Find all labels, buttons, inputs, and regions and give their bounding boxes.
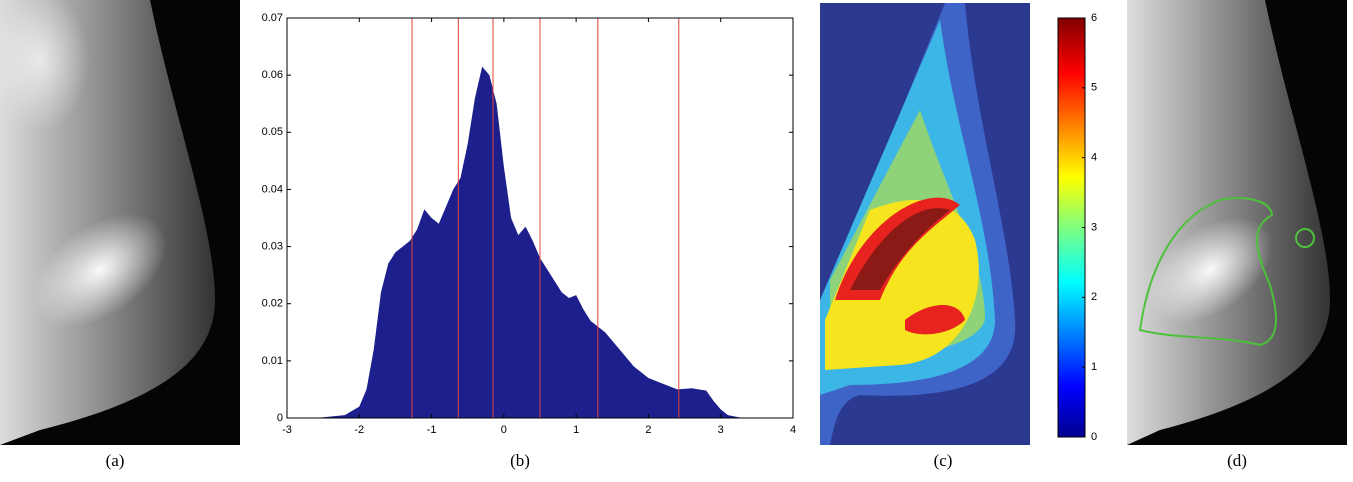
x-tick-label: -1: [427, 424, 437, 436]
y-tick-label: 0.05: [262, 126, 283, 138]
panel-label: (c): [934, 451, 953, 470]
y-tick-label: 0.07: [262, 12, 283, 24]
image-d: [1127, 0, 1347, 445]
panel-label: (d): [1227, 451, 1247, 470]
panel-label: (a): [106, 451, 125, 470]
x-tick-label: 1: [573, 424, 579, 436]
colorbar-tick-label: 2: [1091, 291, 1097, 303]
colorbar-tick-label: 6: [1091, 12, 1097, 24]
image-c: [820, 3, 1030, 445]
y-tick-label: 0: [277, 412, 283, 424]
colorbar: [1057, 17, 1086, 438]
colorbar-tick-label: 4: [1091, 152, 1097, 164]
x-tick-label: 3: [718, 424, 724, 436]
panel-label: (b): [510, 451, 530, 470]
image-a: [0, 0, 240, 445]
y-tick-label: 0.02: [262, 298, 283, 310]
colorbar-tick-label: 5: [1091, 82, 1097, 94]
plot-frame: [286, 17, 794, 419]
x-tick-label: 0: [501, 424, 507, 436]
x-tick-label: -2: [354, 424, 364, 436]
colorbar-tick-label: 0: [1091, 431, 1097, 443]
x-tick-label: 2: [645, 424, 651, 436]
x-tick-label: -3: [282, 424, 292, 436]
x-tick-label: 4: [790, 424, 796, 436]
y-tick-label: 0.01: [262, 355, 283, 367]
colorbar-tick-label: 1: [1091, 361, 1097, 373]
y-tick-label: 0.03: [262, 240, 283, 252]
area: [315, 66, 743, 419]
colorbar-tick-label: 3: [1091, 221, 1097, 233]
y-tick-label: 0.04: [262, 183, 283, 195]
y-tick-label: 0.06: [262, 69, 283, 81]
